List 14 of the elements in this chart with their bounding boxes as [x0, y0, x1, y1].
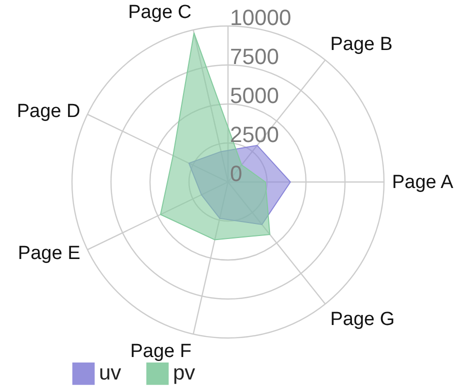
spoke-label: Page A: [392, 172, 454, 193]
spoke-label: Page C: [128, 2, 192, 24]
y-tick-label: 10000: [230, 5, 292, 30]
y-tick-label: 0: [230, 161, 242, 186]
y-tick-label: 7500: [230, 44, 279, 69]
y-tick-label: 2500: [230, 122, 279, 147]
spoke-label: Page G: [330, 309, 395, 330]
spoke-label: Page B: [330, 34, 393, 55]
legend-label: pv: [173, 362, 196, 385]
spoke-label: Page E: [18, 243, 80, 264]
legend-label: uv: [99, 362, 122, 385]
y-tick-label: 5000: [230, 83, 279, 108]
spoke-label: Page D: [16, 100, 80, 122]
spoke-label: Page F: [130, 340, 192, 362]
